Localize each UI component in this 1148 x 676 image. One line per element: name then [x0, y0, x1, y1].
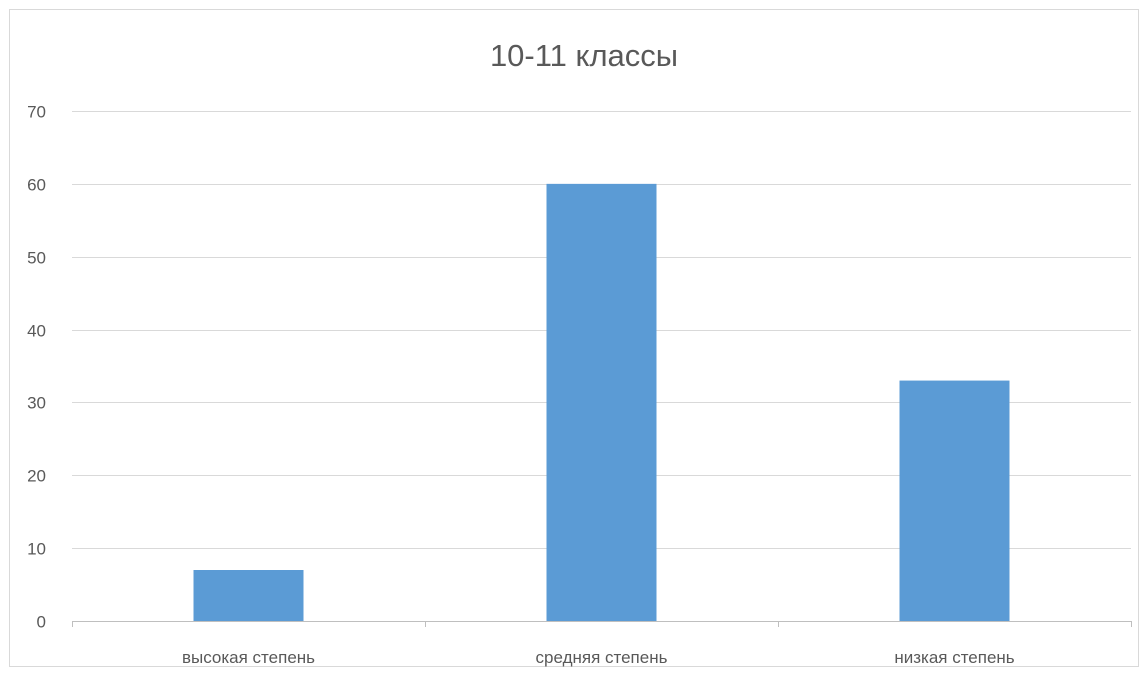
bar-2 [546, 183, 657, 621]
y-tick-label: 30 [27, 394, 46, 413]
x-axis-categories: высокая степень средняя степень низкая сте… [182, 648, 1015, 667]
bar-3 [899, 380, 1010, 621]
y-tick-label: 20 [27, 467, 46, 486]
chart-title: 10-11 классы [490, 38, 678, 73]
y-tick-label: 60 [27, 176, 46, 195]
y-tick-label: 10 [27, 540, 46, 559]
y-tick-label: 70 [27, 103, 46, 122]
bars [193, 183, 1010, 621]
x-category-label: высокая степень [182, 648, 315, 667]
x-category-label: низкая степень [894, 648, 1014, 667]
y-tick-label: 50 [27, 249, 46, 268]
x-category-label: средняя степень [536, 648, 668, 667]
y-tick-label: 40 [27, 322, 46, 341]
y-axis-ticks: 0 10 20 30 40 50 60 70 [27, 103, 46, 632]
x-axis [72, 621, 1132, 627]
y-tick-label: 0 [37, 613, 46, 632]
bar-1 [193, 570, 304, 621]
